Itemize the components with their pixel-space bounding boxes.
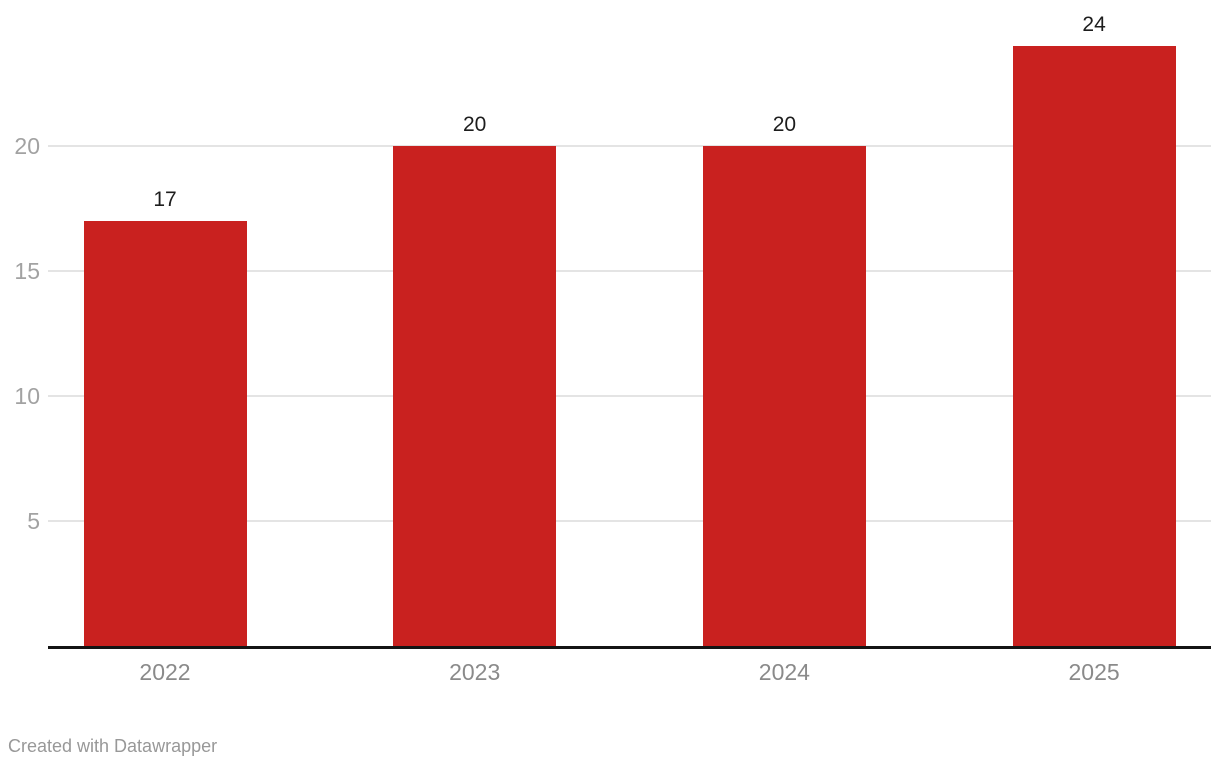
y-axis-tick-label: 20	[14, 133, 40, 159]
y-axis-tick-label: 10	[14, 383, 40, 409]
y-axis-tick-label: 5	[27, 508, 40, 534]
x-axis-line	[48, 646, 1211, 649]
y-gridline	[48, 145, 1211, 147]
bar[interactable]	[1012, 46, 1176, 646]
x-axis-tick-label: 2024	[758, 659, 810, 685]
y-axis-tick-label: 15	[14, 258, 40, 284]
bar-value-label: 17	[153, 188, 177, 211]
y-gridline	[48, 520, 1211, 522]
x-axis-tick-label: 2025	[1068, 659, 1120, 685]
bar-value-label: 20	[463, 113, 487, 136]
bar[interactable]	[393, 146, 557, 646]
bar[interactable]	[702, 146, 866, 646]
datawrapper-credit-link[interactable]: Created with Datawrapper	[8, 736, 218, 756]
bar-value-label: 24	[1082, 13, 1106, 36]
x-axis-tick-label: 2022	[139, 659, 191, 685]
bar-value-label: 20	[772, 113, 797, 136]
y-gridline	[48, 270, 1211, 272]
bar[interactable]	[83, 221, 247, 646]
x-axis-tick-label: 2023	[449, 659, 501, 685]
y-gridline	[48, 395, 1211, 397]
